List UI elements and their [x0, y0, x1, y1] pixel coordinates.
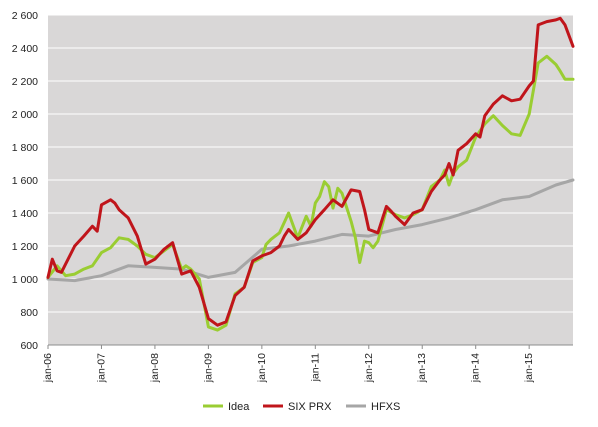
x-tick-label: jan-10: [256, 353, 268, 383]
legend-label: HFXS: [371, 401, 400, 413]
y-tick-label: 800: [20, 307, 38, 319]
x-tick-label: jan-09: [202, 353, 214, 383]
x-axis-tick-labels: jan-06 jan-07 jan-08 jan-09 jan-10 jan-11 jan-…: [42, 345, 535, 383]
x-tick-label: jan-15: [523, 353, 535, 383]
x-tick-label: jan-07: [95, 353, 107, 383]
y-tick-label: 2 400: [12, 43, 38, 55]
y-tick-label: 1 000: [12, 274, 38, 286]
x-tick-label: jan-13: [416, 353, 428, 383]
x-tick-label: jan-08: [149, 353, 161, 383]
y-tick-label: 2 600: [12, 10, 38, 22]
series-lines: [46, 16, 575, 332]
y-tick-label: 1 400: [12, 208, 38, 220]
series-line-six-prx: [46, 16, 575, 327]
y-tick-label: 2 000: [12, 109, 38, 121]
y-tick-label: 1 800: [12, 142, 38, 154]
y-axis-tick-labels: 600 800 1 000 1 200 1 400 1 600 1 800 2 000 2 20…: [12, 10, 38, 352]
y-tick-label: 600: [20, 340, 38, 352]
x-tick-label: jan-06: [42, 353, 54, 383]
legend: Idea SIX PRX HFXS: [203, 401, 400, 413]
y-tick-label: 1 200: [12, 241, 38, 253]
x-tick-label: jan-11: [309, 353, 321, 383]
series-line-hfxs: [46, 178, 575, 283]
legend-label: Idea: [228, 401, 250, 413]
legend-label: SIX PRX: [288, 401, 332, 413]
x-tick-label: jan-14: [470, 353, 482, 383]
y-tick-label: 2 200: [12, 76, 38, 88]
x-tick-label: jan-12: [363, 353, 375, 383]
y-tick-label: 1 600: [12, 175, 38, 187]
